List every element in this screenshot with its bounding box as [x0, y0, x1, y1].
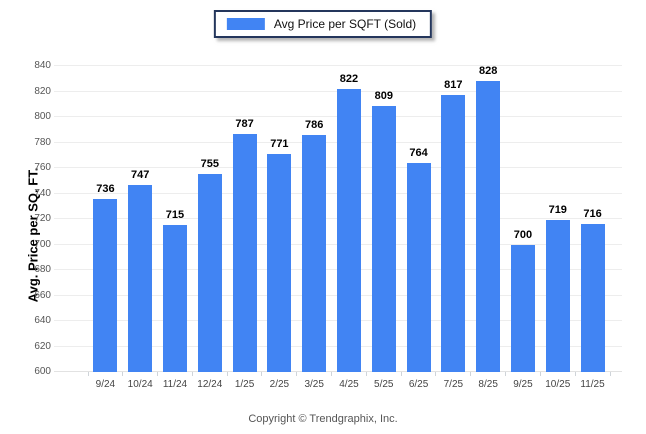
x-tick-label: 10/24: [127, 379, 153, 390]
bar-slot: 828 8/25: [471, 65, 506, 390]
bar: [128, 185, 153, 372]
x-axis-tick-mark: [470, 372, 472, 376]
y-tick-label: 700: [34, 238, 51, 250]
bar-slot: 736 9/24: [88, 66, 123, 390]
x-axis-tick-mark: [191, 372, 193, 376]
copyright-text: Copyright © Trendgraphix, Inc.: [248, 413, 398, 425]
y-tick-label: 660: [34, 289, 51, 301]
y-tick-label: 840: [34, 60, 51, 71]
bar: [545, 220, 570, 372]
x-tick-label: 6/25: [408, 379, 429, 390]
x-axis-tick-mark: [122, 372, 124, 376]
bar: [510, 245, 535, 372]
x-tick-label: 12/24: [197, 379, 223, 390]
bar-slot: 764 6/25: [401, 66, 436, 390]
plot-area: 600 620 640 660 680 700 720 740 760 780 800 820 840 …: [34, 61, 622, 390]
bar-value-label: 700: [513, 229, 533, 241]
x-axis-tick-mark: [296, 372, 298, 376]
x-axis-tick-mark: [157, 372, 159, 376]
bar: [162, 225, 187, 372]
legend-label: Avg Price per SQFT (Sold): [273, 17, 417, 31]
bar-slot: 817 7/25: [436, 66, 471, 390]
bar: [406, 163, 431, 372]
x-axis-tick-mark: [365, 372, 367, 376]
y-tick-label: 680: [34, 264, 51, 275]
bar-value-label: 771: [270, 138, 289, 150]
x-tick-label: 8/25: [478, 379, 498, 390]
bar-value-label: 817: [444, 79, 463, 91]
x-axis-tick-mark: [87, 372, 89, 376]
x-axis-tick-mark: [609, 372, 611, 376]
x-tick-label: 9/25: [513, 379, 533, 390]
x-tick-label: 1/25: [234, 379, 255, 390]
bar: [267, 154, 292, 372]
x-axis-tick-mark: [435, 372, 437, 376]
bar-slot: 809 5/25: [366, 66, 401, 390]
y-tick-label: 740: [34, 187, 51, 199]
bar-slot: 719 10/25: [540, 66, 575, 390]
x-axis-tick-mark: [226, 372, 228, 376]
bar-value-label: 822: [339, 73, 359, 85]
bar: [336, 89, 361, 372]
bar-value-label: 736: [96, 183, 115, 195]
x-tick-label: 4/25: [339, 379, 359, 390]
bar-slot: 786 3/25: [297, 66, 332, 390]
bar: [232, 134, 257, 372]
bar-value-label: 716: [583, 208, 602, 220]
y-tick-label: 800: [34, 111, 51, 122]
x-axis-tick-mark: [261, 372, 263, 376]
x-tick-label: 2/25: [269, 379, 290, 390]
bar: [580, 224, 605, 372]
x-tick-label: 10/25: [545, 379, 571, 390]
gridline: [54, 65, 622, 66]
x-axis-tick-mark: [505, 372, 507, 376]
y-tick-label: 820: [34, 85, 51, 97]
bar-value-label: 747: [131, 169, 150, 181]
bar-value-label: 719: [548, 204, 567, 216]
bar-slot: 747 10/24: [123, 66, 158, 390]
x-tick-label: 11/24: [162, 379, 188, 390]
x-axis-tick-mark: [331, 372, 333, 376]
y-tick-label: 640: [34, 315, 51, 326]
bar-value-label: 755: [200, 158, 219, 170]
y-tick-label: 620: [34, 340, 51, 352]
bar-value-label: 786: [304, 119, 324, 131]
bar: [302, 135, 327, 372]
bar-slot: 755 12/24: [192, 66, 227, 390]
bars-container: 736 9/24 747 10/24 715 11/24 755 12/24 787 1/25 77…: [87, 65, 611, 390]
bar-slot: 716 11/25: [575, 66, 610, 390]
bar-slot: 771 2/25: [262, 66, 297, 390]
bar-value-label: 764: [409, 147, 428, 159]
x-tick-label: 11/25: [580, 379, 605, 390]
bar-slot: 700 9/25: [506, 66, 541, 390]
y-tick-label: 720: [34, 213, 51, 224]
bar-value-label: 828: [478, 65, 498, 77]
y-tick-label: 780: [34, 136, 51, 148]
x-tick-label: 7/25: [443, 379, 464, 390]
x-tick-label: 5/25: [374, 379, 394, 390]
x-tick-label: 3/25: [304, 379, 324, 390]
legend: Avg Price per SQFT (Sold): [213, 10, 433, 38]
bar-slot: 715 11/24: [158, 66, 193, 390]
bar: [93, 199, 118, 372]
x-tick-label: 9/24: [95, 379, 116, 390]
bar-value-label: 809: [374, 90, 393, 102]
y-tick-label: 600: [34, 366, 51, 377]
bar: [476, 81, 501, 372]
bar: [441, 95, 466, 372]
bar-value-label: 715: [165, 209, 185, 221]
x-axis-tick-mark: [539, 372, 541, 376]
y-tick-label: 760: [34, 162, 51, 173]
legend-swatch-icon: [226, 18, 265, 30]
bar-slot: 787 1/25: [227, 66, 262, 390]
bar-slot: 822 4/25: [332, 66, 367, 390]
bar: [197, 174, 222, 372]
bar: [371, 106, 396, 372]
bar-value-label: 787: [235, 118, 254, 130]
x-axis-tick-mark: [400, 372, 402, 376]
x-axis-tick-mark: [574, 372, 576, 376]
